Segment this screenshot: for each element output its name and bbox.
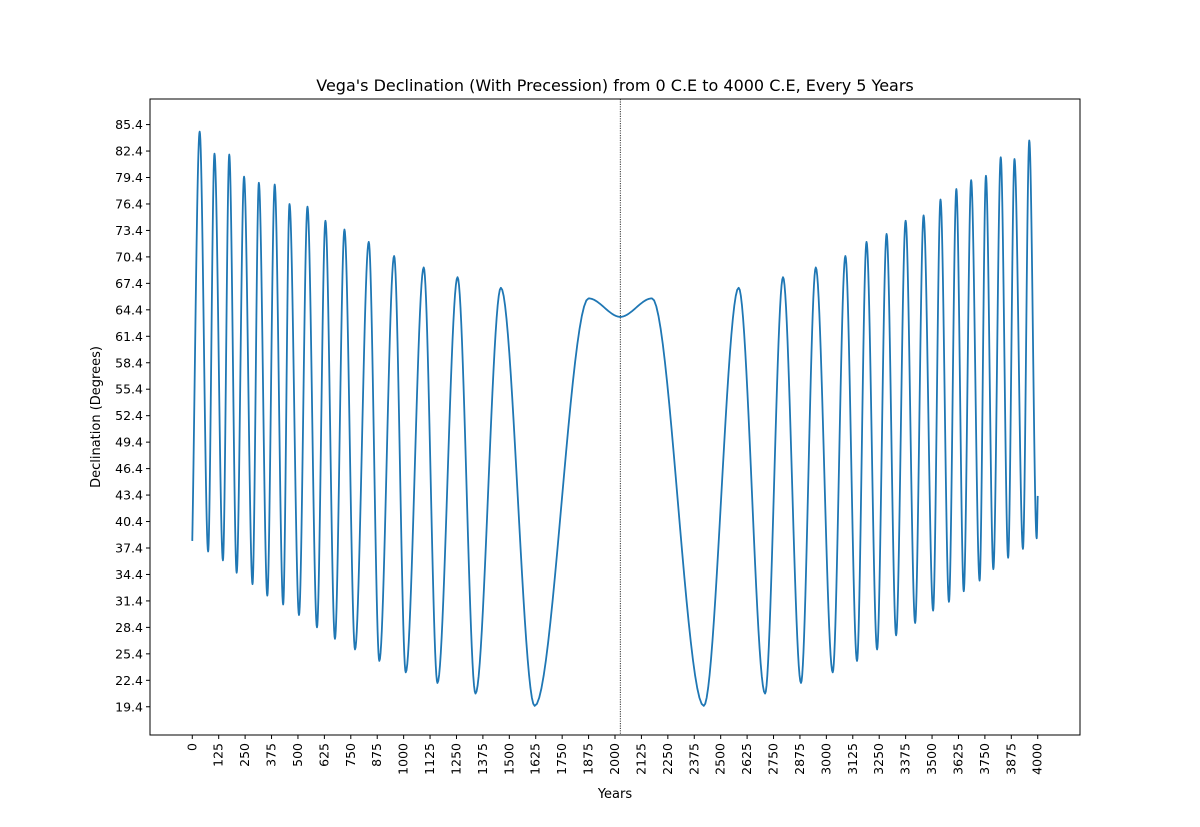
y-tick-label: 46.4 [115, 461, 143, 476]
x-tick-label: 750 [343, 743, 358, 767]
x-tick-label: 3625 [950, 743, 965, 775]
x-tick-label: 0 [184, 743, 199, 751]
y-tick-label: 70.4 [115, 249, 143, 264]
x-tick-label: 2750 [766, 743, 781, 775]
x-tick-label: 1375 [475, 743, 490, 775]
y-tick-label: 79.4 [115, 170, 143, 185]
x-tick-label: 4000 [1030, 743, 1045, 775]
y-tick-label: 22.4 [115, 673, 143, 688]
y-tick-label: 19.4 [115, 699, 143, 714]
plot-frame [149, 98, 1081, 736]
x-tick-label: 1250 [448, 743, 463, 775]
x-tick-label: 3500 [924, 743, 939, 775]
y-tick-label: 52.4 [115, 408, 143, 423]
x-tick-label: 625 [316, 743, 331, 767]
x-tick-label: 2000 [607, 743, 622, 775]
y-tick-label: 67.4 [115, 276, 143, 291]
y-tick-label: 82.4 [115, 144, 143, 159]
x-tick-label: 2625 [739, 743, 754, 775]
x-tick-label: 3125 [845, 743, 860, 775]
x-tick-label: 3375 [898, 743, 913, 775]
x-tick-label: 500 [290, 743, 305, 767]
x-tick-label: 1875 [581, 743, 596, 775]
x-tick-label: 2125 [633, 743, 648, 775]
y-tick-label: 37.4 [115, 540, 143, 555]
x-tick-label: 1750 [554, 743, 569, 775]
chart-title: Vega's Declination (With Precession) fro… [316, 76, 914, 95]
declination-series-line [191, 130, 1039, 707]
y-axis: 19.4 22.4 25.4 28.4 31.4 34.4 37.4 40.4 43.4 46.4… [115, 117, 150, 714]
x-tick-label: 3250 [871, 743, 886, 775]
y-tick-label: 64.4 [115, 302, 143, 317]
y-tick-label: 43.4 [115, 488, 143, 503]
y-tick-label: 58.4 [115, 355, 143, 370]
y-tick-label: 61.4 [115, 329, 143, 344]
x-tick-label: 1125 [422, 743, 437, 775]
x-tick-label: 1000 [396, 743, 411, 775]
y-tick-label: 49.4 [115, 435, 143, 450]
x-axis-label: Years [597, 787, 633, 802]
y-tick-label: 85.4 [115, 117, 143, 132]
y-tick-label: 73.4 [115, 223, 143, 238]
x-tick-label: 2250 [660, 743, 675, 775]
y-tick-label: 31.4 [115, 593, 143, 608]
x-tick-label: 3000 [818, 743, 833, 775]
x-tick-label: 1625 [528, 743, 543, 775]
x-tick-label: 3750 [977, 743, 992, 775]
x-tick-label: 2875 [792, 743, 807, 775]
x-tick-label: 250 [237, 743, 252, 767]
x-tick-label: 2500 [713, 743, 728, 775]
y-tick-label: 40.4 [115, 514, 143, 529]
x-tick-label: 2375 [686, 743, 701, 775]
y-tick-label: 25.4 [115, 646, 143, 661]
x-tick-label: 875 [369, 743, 384, 767]
data-line [191, 130, 1039, 707]
y-axis-label: Declination (Degrees) [89, 346, 104, 488]
x-axis: 0 125 250 375 500 625 750 875 1000 1125 1250 1375 15… [184, 735, 1045, 775]
x-tick-label: 125 [211, 743, 226, 767]
y-tick-label: 34.4 [115, 567, 143, 582]
y-tick-label: 28.4 [115, 620, 143, 635]
y-tick-label: 55.4 [115, 382, 143, 397]
y-tick-label: 76.4 [115, 196, 143, 211]
x-tick-label: 375 [264, 743, 279, 767]
x-tick-label: 1500 [501, 743, 516, 775]
x-tick-label: 3875 [1003, 743, 1018, 775]
